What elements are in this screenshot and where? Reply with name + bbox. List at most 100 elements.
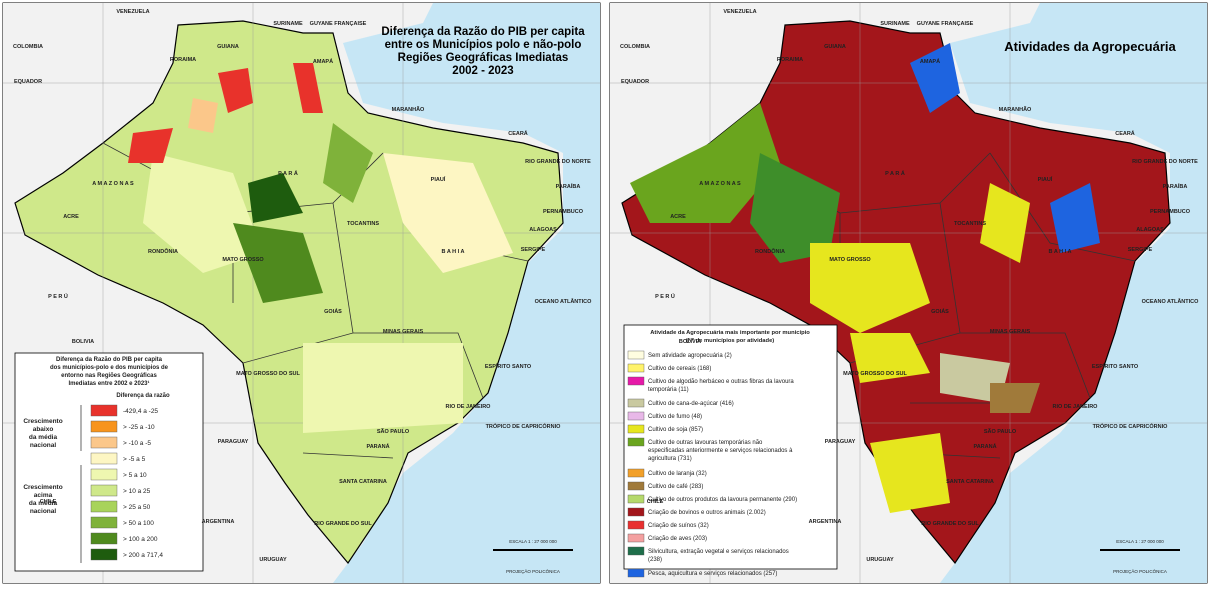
legend-label: Criação de aves (203) [648, 536, 707, 542]
legend-label: Cultivo de café (283) [648, 484, 703, 490]
place-label: SÃO PAULO [984, 428, 1017, 435]
legend-swatch [90, 452, 118, 465]
place-label: BOLIVIA [72, 339, 94, 345]
title-line: entre os Municípios polo e não-polo [385, 39, 582, 51]
map-patches [128, 63, 513, 433]
legend-title: entorno nas Regiões Geográficas [61, 373, 157, 379]
legend-label: > -5 a 5 [123, 456, 146, 463]
legend-label: Criação de bovinos e outros animais (2.0… [648, 510, 766, 516]
place-label: ACRE [670, 214, 686, 220]
legend-swatch [90, 548, 118, 561]
legend: Atividade da Agropecuária mais important… [627, 330, 810, 578]
legend-swatch [627, 546, 645, 556]
legend-label: Cultivo de outras lavouras temporárias n… [648, 440, 763, 446]
legend-swatch [627, 437, 645, 447]
legend-box [623, 324, 838, 570]
map-title: Diferença da Razão do PIB per capitaentr… [381, 26, 585, 77]
title-line: Regiões Geográficas Imediatas [398, 52, 569, 64]
legend-label: > 50 a 100 [123, 520, 154, 527]
place-label: RONDÔNIA [755, 247, 785, 255]
place-label: A M A Z O N A S [699, 181, 741, 187]
legend-swatch [627, 568, 645, 578]
legend-group: da média [29, 500, 58, 507]
place-label: CHILE [40, 499, 57, 505]
map-patches [630, 43, 1100, 513]
place-label: AMAPÁ [313, 58, 333, 65]
legend-label: > 100 a 200 [123, 536, 158, 543]
legend-swatch [90, 516, 118, 529]
legend-label: Cultivo de algodão herbáceo e outras fib… [648, 379, 794, 385]
title-line: Diferença da Razão do PIB per capita [381, 26, 585, 38]
title: Atividades da Agropecuária [1004, 39, 1176, 54]
place-label: PARANÁ [973, 443, 996, 450]
place-label: ACRE [63, 214, 79, 220]
place-label: MARANHÃO [999, 106, 1032, 113]
place-label: ARGENTINA [202, 519, 235, 525]
legend-swatch [627, 520, 645, 530]
scale-text: PROJEÇÃO POLICÔNICA [1113, 568, 1167, 574]
legend-label: > 5 a 10 [123, 472, 147, 479]
legend-swatch [627, 507, 645, 517]
legend-subtitle: Diferença da razão [116, 393, 170, 399]
place-label: EQUADOR [621, 79, 649, 85]
legend-label: > -10 a -5 [123, 440, 151, 447]
place-label: AMAPÁ [920, 58, 940, 65]
legend-swatch [90, 500, 118, 513]
legend-title: Diferença da Razão do PIB per capita [56, 357, 163, 363]
legend-label: Pesca, aquicultura e serviços relacionad… [648, 571, 777, 577]
legend-swatch [627, 363, 645, 373]
legend-group: acima [34, 492, 53, 499]
place-label: P E R Ú [655, 293, 675, 300]
place-label: MATO GROSSO DO SUL [236, 371, 300, 377]
place-label: SANTA CATARINA [946, 479, 994, 485]
legend-label: Cultivo de laranja (32) [648, 471, 707, 477]
legend-group: nacional [30, 442, 57, 449]
legend-group: Crescimento [23, 418, 62, 425]
place-label: SURINAME [880, 21, 910, 27]
scale-text: ESCALA 1 : 27 000 000 [1116, 539, 1164, 544]
legend-swatch [90, 404, 118, 417]
right-map: Atividades da Agropecuária Atividade da … [609, 2, 1208, 584]
place-label: ARGENTINA [809, 519, 842, 525]
place-label: RIO GRANDE DO NORTE [525, 159, 591, 165]
legend-title: (Nº de municípios por atividade) [686, 338, 775, 344]
legend-label: Silvicultura, extração vegetal e serviço… [648, 549, 789, 555]
place-label: PERNAMBUCO [1150, 209, 1191, 215]
legend-swatch [627, 533, 645, 543]
legend-swatch [627, 411, 645, 421]
legend-label: temporária (11) [648, 387, 689, 393]
legend-swatch [627, 424, 645, 434]
legend-group: Crescimento [23, 484, 62, 491]
place-label: PARAÍBA [556, 182, 581, 190]
legend-label: Cultivo de outros produtos da lavoura pe… [648, 497, 797, 503]
legend-swatch [627, 376, 645, 386]
left-map: Diferença da Razão do PIB per capitaentr… [2, 2, 601, 584]
legend-label: > 25 a 50 [123, 504, 151, 511]
place-label: GUYANE FRANÇAISE [310, 21, 367, 27]
place-label: CEARÁ [508, 130, 528, 137]
place-label: PARAGUAY [825, 439, 856, 445]
place-label: COLOMBIA [13, 44, 43, 50]
legend-label: Cultivo de fumo (48) [648, 414, 702, 420]
place-label: MINAS GERAIS [383, 329, 424, 335]
place-label: PARAÍBA [1163, 182, 1188, 190]
legend-group: da média [29, 434, 58, 441]
legend-label: Cultivo de soja (857) [648, 427, 703, 433]
legend-swatch [627, 350, 645, 360]
legend-label: > 10 a 25 [123, 488, 151, 495]
place-label: TOCANTINS [954, 221, 986, 227]
legend-group: nacional [30, 508, 57, 515]
place-label: RIO GRANDE DO SUL [921, 521, 979, 527]
place-label: BOLIVIA [679, 339, 701, 345]
place-label: GOIÁS [324, 308, 342, 315]
legend-label: especificadas anteriormente e serviços r… [648, 448, 793, 454]
legend-title: Imediatas entre 2002 e 2023¹ [68, 380, 149, 387]
place-label: B A H I A [442, 249, 465, 255]
place-label: ALAGOAS [529, 227, 557, 233]
place-label: GUYANE FRANÇAISE [917, 21, 974, 27]
place-label: OCEANO ATLÂNTICO [535, 298, 593, 305]
legend-label: Cultivo de cana-de-açúcar (416) [648, 401, 734, 407]
place-label: RIO DE JANEIRO [1053, 404, 1099, 410]
place-label: RIO DE JANEIRO [446, 404, 492, 410]
